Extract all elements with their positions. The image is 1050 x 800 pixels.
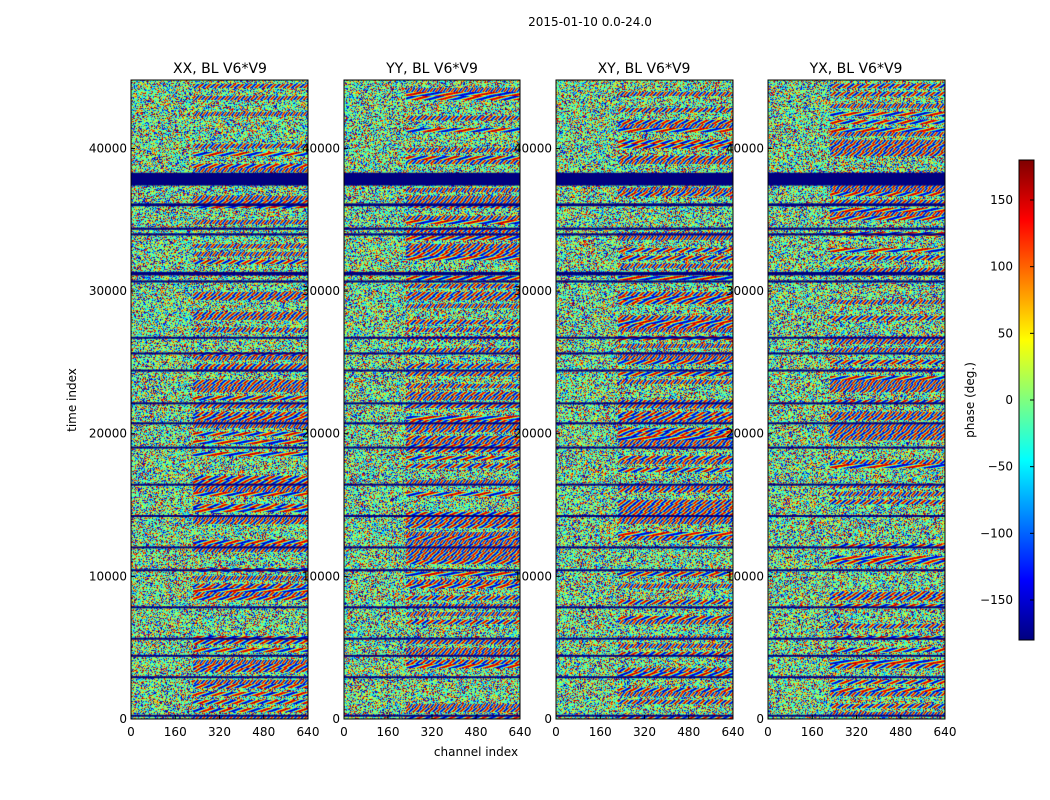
y-tick-label: 10000	[302, 569, 340, 583]
y-tick-label: 40000	[89, 141, 127, 155]
x-tick-label: 160	[377, 725, 400, 739]
phase-heatmap	[131, 80, 308, 719]
panel-title: YY, BL V6*V9	[385, 61, 478, 77]
heatmap-image	[556, 80, 733, 719]
y-tick-label: 10000	[726, 569, 764, 583]
x-axis-label: channel index	[434, 745, 518, 759]
x-tick-label: 0	[764, 725, 772, 739]
y-tick-label: 40000	[726, 141, 764, 155]
y-tick-label: 0	[332, 712, 340, 726]
x-tick-label: 320	[421, 725, 444, 739]
colorbar-tick-label: 100	[990, 260, 1013, 274]
y-tick-label: 10000	[514, 569, 552, 583]
panel-xx: XX, BL V6*V9	[130, 61, 309, 720]
y-tick-label: 20000	[89, 427, 127, 441]
x-tick-label: 640	[722, 725, 745, 739]
colorbar-ticks: −150 −100 −50 0 50 100 150	[980, 193, 1034, 607]
colorbar-tick-label: −50	[988, 460, 1013, 474]
colorbar-tick-label: 0	[1005, 393, 1013, 407]
x-tick-label: 480	[677, 725, 700, 739]
x-tick-label: 160	[164, 725, 187, 739]
x-tick-label: 320	[208, 725, 231, 739]
panel-title: YX, BL V6*V9	[809, 61, 903, 77]
x-tick-label: 160	[801, 725, 824, 739]
colorbar-tick-label: 50	[998, 326, 1013, 340]
heatmap-image	[768, 80, 945, 719]
y-tick-label: 20000	[726, 427, 764, 441]
panel-title: XY, BL V6*V9	[598, 61, 691, 77]
x-tick-label: 320	[633, 725, 656, 739]
axis-ticks: 0 160 320 480 640 0 10000 20000 30000 40000 0 160 32…	[89, 141, 957, 739]
panel-yy: YY, BL V6*V9	[343, 61, 521, 720]
x-tick-label: 160	[589, 725, 612, 739]
y-tick-label: 30000	[726, 284, 764, 298]
y-tick-label: 30000	[302, 284, 340, 298]
panel-title: XX, BL V6*V9	[173, 61, 267, 77]
heatmap-image	[131, 80, 308, 719]
x-tick-label: 0	[127, 725, 135, 739]
x-tick-label: 320	[845, 725, 868, 739]
phase-heatmap	[344, 80, 520, 719]
y-tick-label: 20000	[514, 427, 552, 441]
colorbar-label: phase (deg.)	[963, 362, 977, 438]
phase-heatmap	[768, 80, 945, 719]
heatmap-image	[344, 80, 520, 719]
suptitle: 2015-01-10 0.0-24.0	[528, 15, 652, 29]
y-tick-label: 10000	[89, 569, 127, 583]
phase-heatmap	[556, 80, 733, 719]
y-tick-label: 0	[756, 712, 764, 726]
x-tick-label: 0	[552, 725, 560, 739]
x-tick-label: 640	[297, 725, 320, 739]
colorbar: −150 −100 −50 0 50 100 150 phase (deg.)	[963, 159, 1035, 641]
y-tick-label: 40000	[302, 141, 340, 155]
panel-xy: XY, BL V6*V9	[555, 61, 734, 720]
y-tick-label: 0	[544, 712, 552, 726]
x-tick-label: 0	[340, 725, 348, 739]
x-tick-label: 480	[889, 725, 912, 739]
y-tick-label: 40000	[514, 141, 552, 155]
y-tick-label: 30000	[514, 284, 552, 298]
y-tick-label: 0	[119, 712, 127, 726]
y-tick-label: 20000	[302, 427, 340, 441]
y-axis-label: time index	[65, 368, 79, 432]
x-tick-label: 480	[252, 725, 275, 739]
x-tick-label: 480	[465, 725, 488, 739]
colorbar-tick-label: −100	[980, 526, 1013, 540]
x-tick-label: 640	[934, 725, 957, 739]
colorbar-tick-label: 150	[990, 193, 1013, 207]
colorbar-tick-label: −150	[980, 593, 1013, 607]
panel-yx: YX, BL V6*V9	[767, 61, 946, 720]
y-tick-label: 30000	[89, 284, 127, 298]
x-tick-label: 640	[509, 725, 532, 739]
